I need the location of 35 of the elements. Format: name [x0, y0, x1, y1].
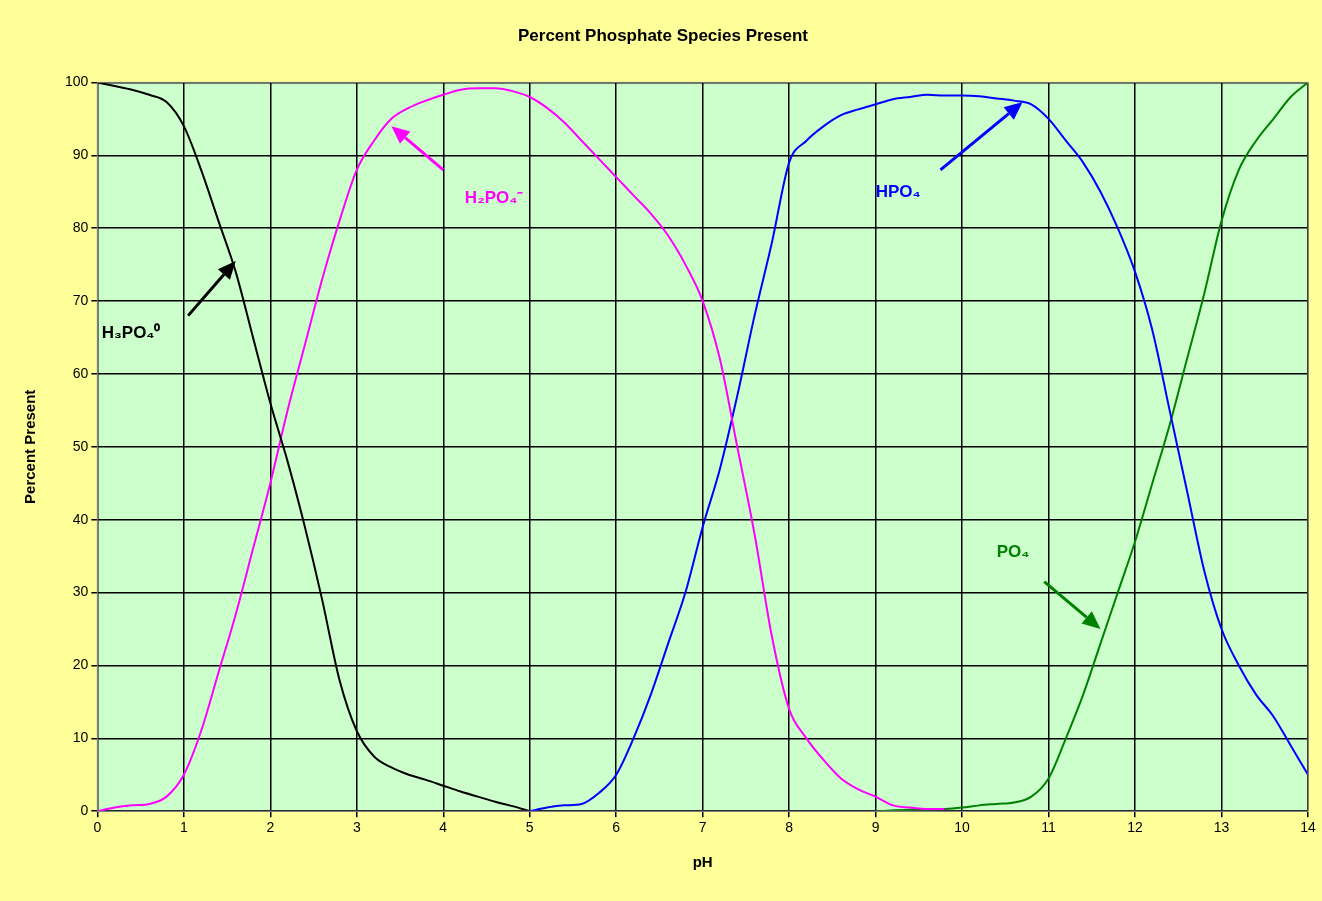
x-tick-label: 3: [352, 819, 361, 836]
line-series: [97, 87, 946, 812]
chart-title: Percent Phosphate Species Present: [517, 25, 809, 45]
text: PO₄: [996, 542, 1030, 563]
line-series: [528, 93, 1308, 812]
x-tick-label: 9: [871, 819, 880, 836]
x-tick-label: 6: [612, 819, 621, 836]
x-tick-label: 5: [525, 819, 534, 836]
x-tick-label: 7: [698, 819, 707, 836]
y-tick-label: 30: [72, 583, 89, 600]
y-axis-title: Percent Present: [21, 389, 39, 504]
x-tick-label: 8: [785, 819, 794, 836]
x-tick-label: 4: [439, 819, 448, 836]
x-tick-label: 1: [179, 819, 188, 836]
x-tick-label: 12: [1127, 819, 1144, 836]
x-tick-label: 11: [1041, 819, 1057, 836]
text: HPO₄: [875, 181, 921, 202]
y-tick-label: 70: [72, 291, 89, 308]
y-tick-label: 50: [72, 437, 89, 454]
text: H₂PO₄⁻: [464, 187, 524, 209]
x-tick-label: 2: [266, 819, 275, 836]
y-tick-label: 100: [65, 73, 89, 90]
x-tick-label: 10: [954, 819, 971, 836]
text: H₃PO₄⁰: [101, 322, 161, 344]
y-tick-label: 60: [72, 364, 89, 381]
x-tick-label: 13: [1213, 819, 1230, 836]
y-tick-label: 40: [72, 510, 89, 527]
y-tick-label: 20: [72, 656, 89, 673]
y-tick-label: 90: [72, 146, 89, 163]
x-tick-label: 0: [93, 819, 102, 836]
y-tick-label: 0: [80, 802, 89, 819]
x-tick-label: 14: [1300, 819, 1316, 836]
y-tick-label: 80: [72, 219, 89, 236]
x-axis-title: pH: [692, 853, 713, 871]
y-tick-label: 10: [72, 729, 89, 746]
